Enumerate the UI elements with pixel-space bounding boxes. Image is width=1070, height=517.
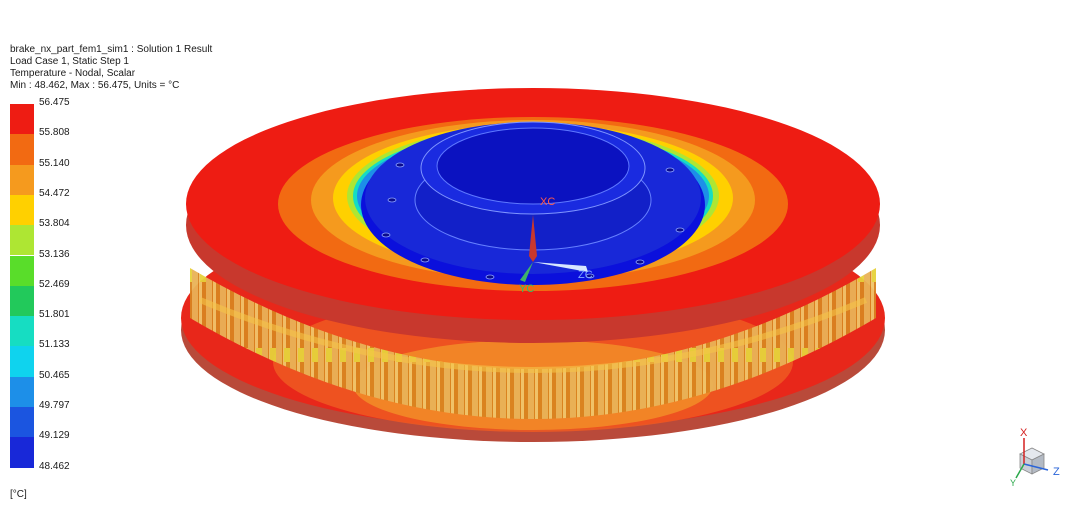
triad-x-label: X	[1020, 427, 1028, 439]
triad-y-label: Y	[1010, 478, 1016, 488]
temp-band-orange	[278, 117, 788, 291]
brake-disc-model[interactable]	[181, 88, 885, 442]
units-label: [°C]	[10, 489, 27, 500]
legend-value: 53.136	[39, 248, 70, 260]
legend-swatch	[10, 407, 34, 438]
legend-value: 49.797	[39, 400, 70, 411]
legend-swatch	[10, 376, 34, 407]
min-max-label: Min : 48.462, Max : 56.475, Units = °C	[10, 80, 180, 91]
legend-value: 51.801	[39, 309, 70, 321]
cooling-vanes	[190, 268, 876, 419]
csys-zc-label: ZC	[578, 269, 593, 281]
legend-value: 50.465	[39, 369, 70, 381]
result-header: brake_nx_part_fem1_sim1 : Solution 1 Res…	[10, 44, 212, 92]
upper-plate-edge	[186, 107, 880, 343]
legend-swatch	[10, 255, 34, 286]
legend-value: 49.129	[39, 430, 70, 442]
legend-swatch	[10, 346, 34, 377]
lower-plate	[181, 206, 885, 430]
legend-value: 54.472	[39, 187, 70, 199]
result-type-label: Temperature - Nodal, Scalar	[10, 68, 136, 79]
csys-yc-label: YC	[519, 283, 534, 295]
triad-z-label: Z	[1053, 466, 1060, 478]
legend-swatch	[10, 316, 34, 347]
legend-value: 55.808	[39, 127, 70, 139]
legend-value: 51.133	[39, 339, 70, 351]
hub-flange	[361, 125, 705, 285]
legend-swatch	[10, 194, 34, 226]
hub-bore	[436, 127, 630, 205]
load-case-label: Load Case 1, Static Step 1	[10, 56, 129, 67]
upper-plate	[186, 88, 880, 320]
legend-swatch	[10, 437, 34, 468]
legend-swatch	[10, 104, 34, 135]
temp-band-yellow	[333, 124, 733, 272]
hub-cylinder	[414, 149, 652, 251]
result-title: brake_nx_part_fem1_sim1 : Solution 1 Res…	[10, 44, 213, 55]
legend-value: 48.462	[39, 460, 70, 472]
legend-swatch	[10, 225, 34, 256]
lower-plate-edge	[181, 218, 885, 442]
csys-xc-label: XC	[540, 196, 555, 208]
legend-swatch	[10, 285, 34, 317]
legend-swatch	[10, 164, 34, 195]
view-triad[interactable]: X Z Y	[1000, 424, 1066, 490]
work-csys: XC YC ZC	[519, 196, 593, 295]
bolt-holes	[381, 162, 685, 280]
legend-value: 56.475	[39, 97, 70, 108]
triad-z-axis	[1023, 463, 1049, 471]
legend-swatch	[10, 134, 34, 165]
triad-y-axis	[1015, 463, 1025, 479]
legend-value: 52.469	[39, 278, 70, 290]
legend-value: 55.140	[39, 157, 70, 169]
color-legend: 56.475 55.808 55.140 54.472 53.804 53.13…	[10, 97, 110, 472]
legend-value: 53.804	[39, 218, 70, 230]
